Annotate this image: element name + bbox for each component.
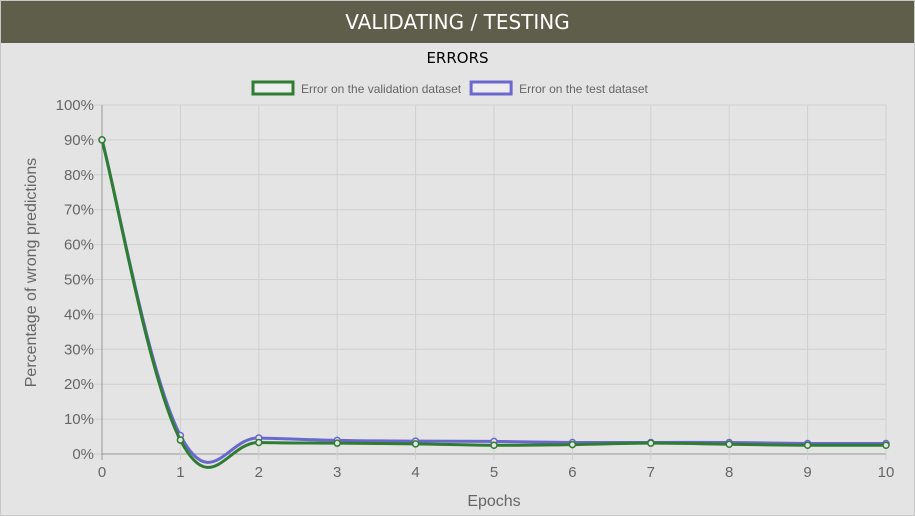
data-point-error-on-the-validation-dataset [411,440,420,448]
y-tick-label: 100% [56,97,94,114]
panel-header: VALIDATING / TESTING [1,1,914,43]
data-point-error-on-the-validation-dataset [882,441,890,450]
y-tick-label: 0% [72,446,94,463]
data-point-error-on-the-validation-dataset [803,441,812,450]
y-tick-label: 30% [64,341,94,358]
legend-swatch [251,80,295,96]
x-tick-label: 5 [490,464,498,481]
data-point-error-on-the-validation-dataset [490,441,498,450]
x-tick-label: 7 [647,464,655,481]
x-tick-label: 1 [176,464,184,481]
y-tick-label: 20% [64,376,94,393]
x-tick-label: 4 [411,464,419,481]
y-axis-label: Percentage of wrong predictions [23,158,40,387]
data-point-error-on-the-validation-dataset [647,439,655,447]
data-point-error-on-the-validation-dataset [725,440,733,448]
y-tick-label: 50% [64,272,94,289]
x-tick-label: 0 [98,464,106,481]
y-tick-label: 60% [64,237,94,254]
data-point-error-on-the-validation-dataset [255,438,263,447]
data-point-error-on-the-validation-dataset [333,439,341,447]
legend-swatch [469,80,513,96]
legend-label: Error on the test dataset [519,82,648,96]
chart-title: ERRORS [426,49,489,67]
x-tick-label: 8 [725,464,733,481]
y-tick-label: 70% [64,202,94,219]
y-tick-label: 40% [64,306,94,323]
x-tick-label: 2 [255,464,263,481]
data-point-error-on-the-validation-dataset [176,436,185,444]
y-tick-label: 80% [64,167,94,184]
x-tick-label: 6 [568,464,576,481]
x-axis-label: Epochs [467,493,520,510]
y-tick-label: 90% [64,132,94,149]
legend-label: Error on the validation dataset [301,82,462,96]
y-tick-label: 10% [64,411,94,428]
data-point-error-on-the-validation-dataset [568,440,577,449]
x-tick-label: 10 [878,464,895,481]
x-tick-label: 9 [803,464,811,481]
x-tick-label: 3 [333,464,341,481]
data-point-error-on-the-validation-dataset [98,136,106,144]
